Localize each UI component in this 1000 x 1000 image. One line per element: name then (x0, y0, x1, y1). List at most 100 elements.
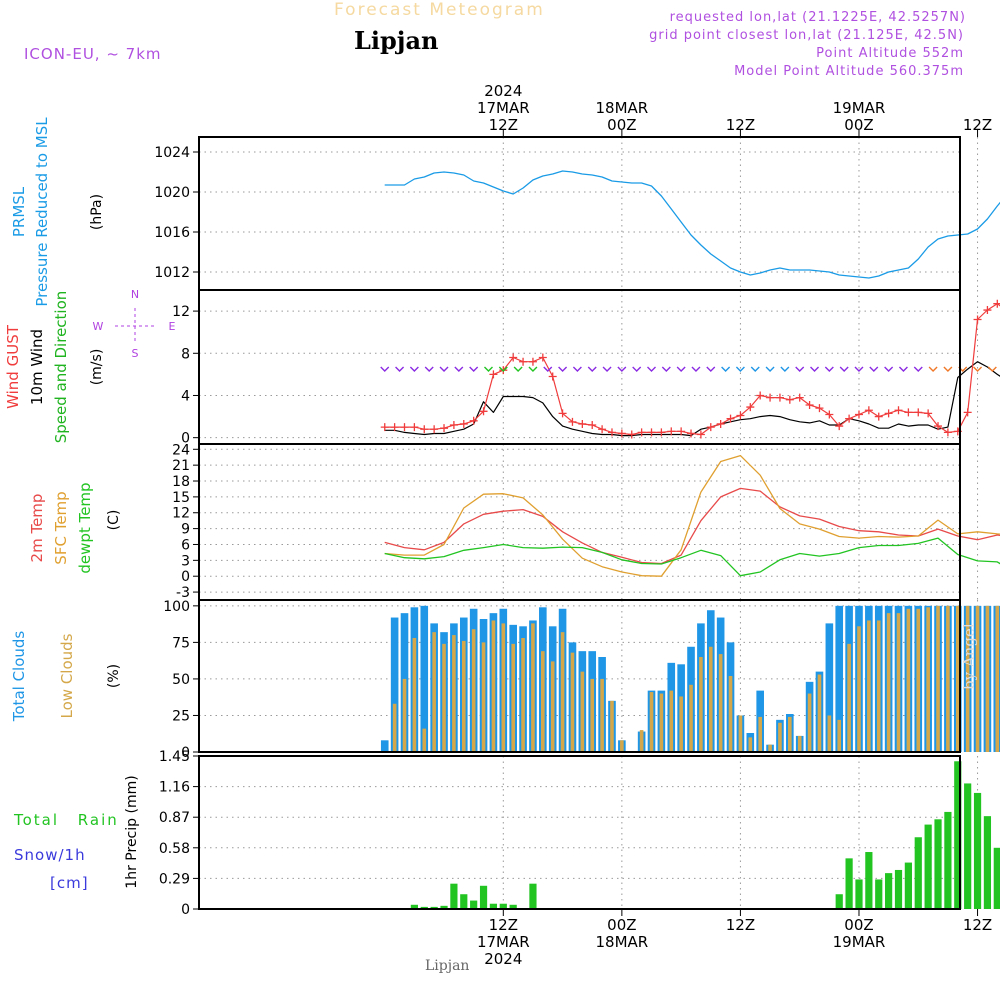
wind-direction-arrow (395, 366, 405, 372)
total-clouds-bar (835, 605, 844, 752)
gust-marker (835, 422, 844, 431)
gust-marker (519, 357, 528, 366)
rain-bar (885, 873, 893, 909)
total-rain-label: Total Rain (13, 811, 119, 829)
low-clouds-bar (718, 654, 723, 752)
low-clouds-bar (620, 740, 624, 752)
gust-marker (459, 419, 468, 428)
low-clouds-bar (501, 623, 506, 752)
pressure-label-prmsl: PRMSL (10, 186, 28, 237)
temp-dewpt-label: dewpt Temp (76, 482, 94, 573)
gust-marker (746, 403, 755, 412)
wind-direction-arrow (676, 366, 686, 372)
y-tick-label: 21 (172, 458, 190, 474)
wind-direction-arrow (409, 366, 419, 372)
gust-marker (617, 429, 626, 438)
low-clouds-label: Low Clouds (58, 633, 76, 718)
footer-location: Lipjan (425, 958, 470, 974)
location-title: Lipjan (354, 26, 439, 55)
wind-direction-arrow (884, 366, 894, 372)
wind-direction-arrow (632, 366, 642, 372)
low-clouds-bar (649, 692, 654, 752)
axis-labels: 101210161020102404812-303691215182124025… (4, 82, 992, 968)
gust-marker (854, 410, 863, 419)
low-clouds-bar (837, 719, 842, 752)
gust-marker (687, 429, 696, 438)
total-clouds-bar (390, 617, 399, 752)
clouds-panel-frame (198, 599, 961, 753)
wind-direction-arrow (898, 366, 908, 372)
wind-direction-arrow (454, 366, 464, 372)
grid-lines (199, 137, 979, 910)
low-clouds-bar (491, 620, 496, 752)
low-clouds-bar (778, 722, 782, 752)
temp-dewpt-line (384, 537, 1000, 577)
rain-bar (499, 903, 507, 909)
y-tick-label: 0 (181, 569, 190, 585)
low-clouds-bar (471, 629, 476, 752)
low-clouds-bar (768, 744, 772, 752)
top-time-label: 17MAR (477, 99, 530, 117)
wind-direction-arrow (513, 366, 523, 372)
compass-north: N (131, 288, 139, 301)
rain-bar (993, 847, 1000, 909)
gust-marker (904, 408, 913, 417)
y-tick-label: 1012 (154, 265, 190, 281)
gust-marker (440, 424, 449, 433)
low-clouds-bar (600, 678, 604, 752)
bottom-time-label: 12Z (726, 916, 755, 934)
gust-marker (884, 409, 893, 418)
gust-marker (993, 299, 1000, 308)
low-clouds-bar (975, 605, 980, 752)
low-clouds-bar (896, 613, 901, 752)
y-tick-label: 12 (172, 304, 190, 320)
model-label: ICON-EU, ~ 7km (24, 45, 162, 63)
wind-direction-label: Speed and Direction (52, 291, 70, 444)
bottom-time-label: 00Z (844, 916, 873, 934)
bottom-time-label: 00Z (607, 916, 636, 934)
gust-marker (390, 423, 399, 432)
rain-bar (904, 862, 912, 909)
low-clouds-bar (590, 678, 595, 752)
y-tick-label: 0.58 (159, 841, 190, 857)
compass-cross (115, 308, 155, 344)
temp-2m-label: 2m Temp (28, 494, 46, 563)
gust-marker (380, 423, 389, 432)
low-clouds-bar (867, 620, 871, 752)
low-clouds-bar (807, 693, 812, 752)
y-tick-label: 24 (172, 442, 190, 458)
low-clouds-bar (669, 690, 674, 752)
rain-bar (954, 761, 962, 909)
low-clouds-bar (531, 623, 535, 752)
rain-bar (845, 858, 853, 909)
wind-direction-arrow (721, 366, 731, 372)
pressure-panel-frame (198, 136, 961, 291)
gust-marker (963, 408, 972, 417)
low-clouds-bar (906, 608, 911, 752)
total-clouds-label: Total Clouds (10, 631, 28, 723)
bottom-time-label: 17MAR (477, 933, 530, 951)
low-clouds-bar (511, 643, 515, 752)
wind-direction-arrow (706, 366, 716, 372)
temp-unit-label: (C) (106, 510, 122, 531)
watermark: by Angel (960, 623, 978, 690)
wind-direction-arrow (483, 366, 493, 372)
gust-marker (864, 406, 873, 415)
low-clouds-bar (679, 696, 683, 752)
rain-bar (934, 819, 942, 909)
bottom-time-label: 18MAR (596, 933, 649, 951)
rain-bar (509, 904, 517, 909)
precip-panel-frame (198, 755, 961, 910)
y-tick-label: 50 (172, 672, 190, 688)
low-clouds-bar (936, 605, 940, 752)
temp-sfc-line (384, 454, 1000, 577)
low-clouds-bar (402, 678, 407, 752)
gust-marker (874, 412, 883, 421)
low-clouds-bar (748, 737, 753, 752)
low-clouds-bar (738, 715, 743, 752)
low-clouds-bar (412, 638, 417, 752)
gust-marker (420, 425, 429, 434)
gust-marker (795, 393, 804, 402)
low-clouds-bar (886, 613, 891, 752)
